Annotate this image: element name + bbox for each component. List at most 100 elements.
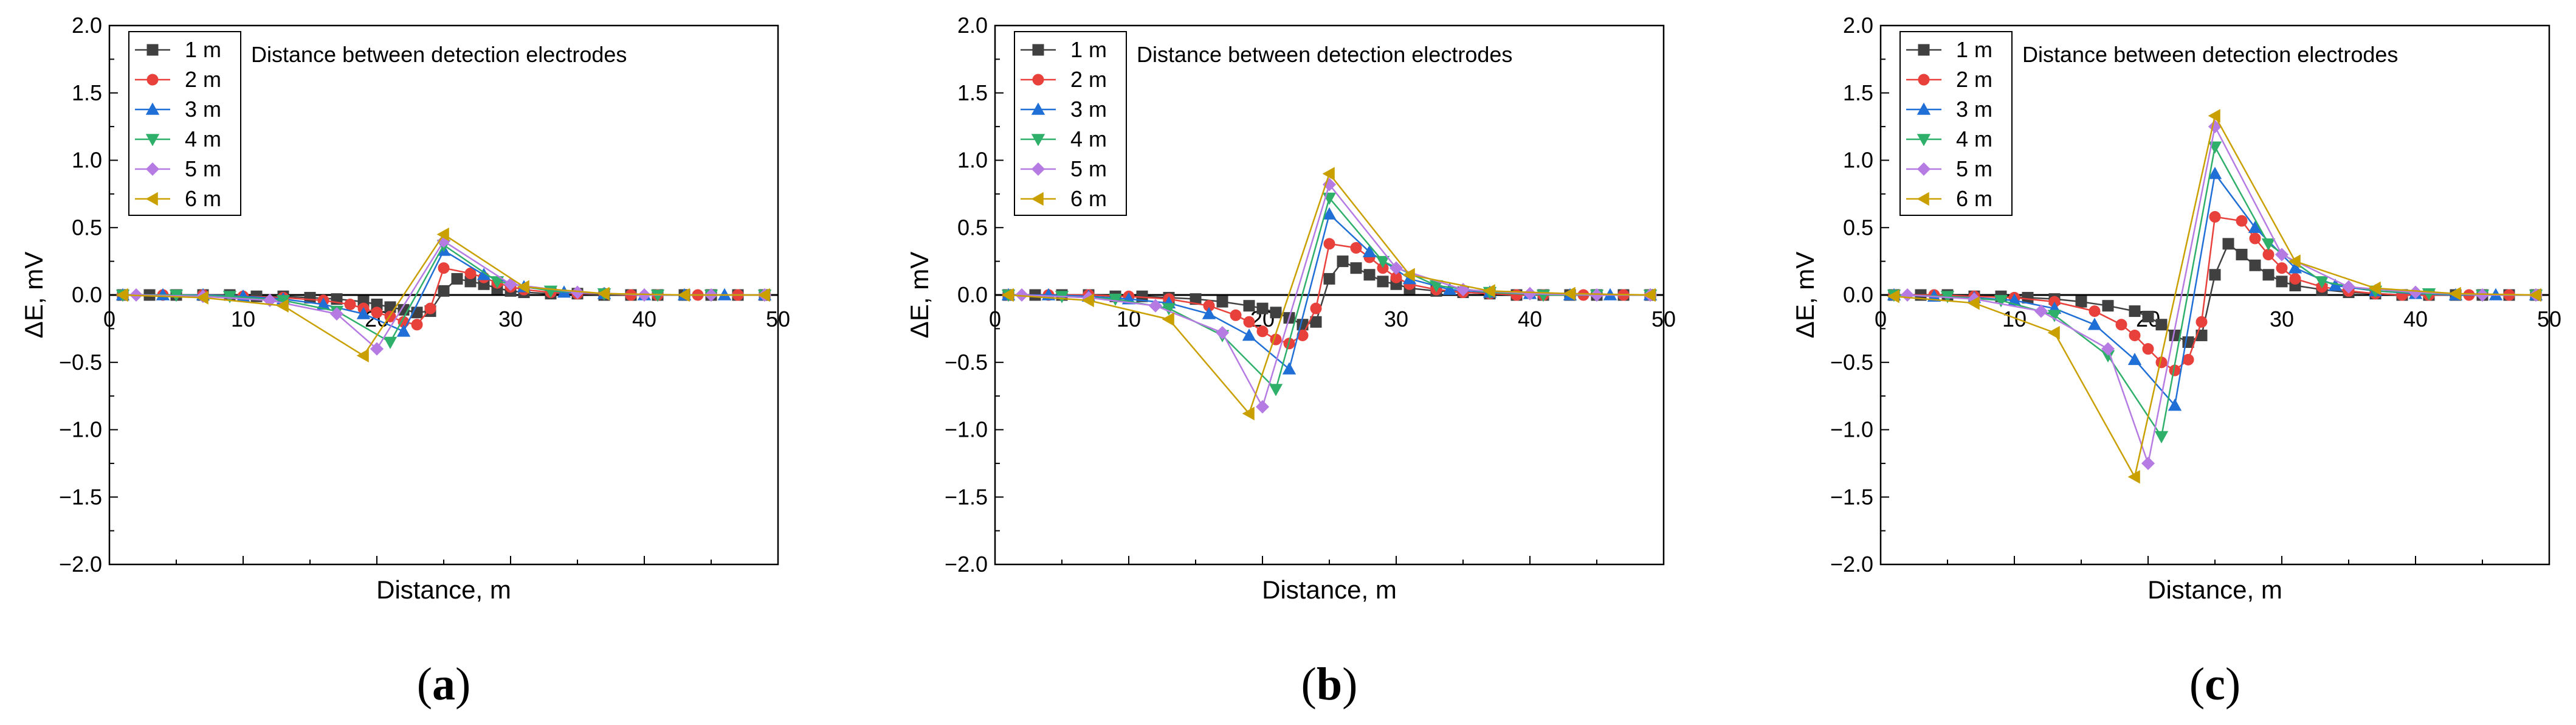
data-point bbox=[2155, 319, 2168, 331]
chart-panel-b: −2.0−1.5−1.0−0.50.00.51.01.52.00 10 20 30 40… bbox=[905, 13, 1676, 710]
chart-annotation: Distance between detection electrodes bbox=[1137, 42, 1512, 67]
data-point bbox=[1377, 276, 1389, 288]
legend-box bbox=[1899, 31, 2013, 216]
data-point bbox=[2142, 310, 2154, 322]
y-tick-label: −1.5 bbox=[59, 484, 102, 509]
y-tick-label: −2.0 bbox=[945, 552, 988, 577]
y-tick-label: −0.5 bbox=[1830, 350, 1873, 375]
data-point bbox=[196, 291, 208, 305]
data-point bbox=[1456, 283, 1470, 297]
data-point bbox=[2209, 269, 2221, 281]
data-point bbox=[1001, 288, 1014, 302]
data-point bbox=[2208, 167, 2222, 179]
y-tick-label: 2.0 bbox=[1843, 13, 1873, 38]
caption-paren-open: ( bbox=[1301, 659, 1317, 710]
y-tick-label: −2.0 bbox=[59, 552, 102, 577]
y-tick-label: −1.0 bbox=[1830, 417, 1873, 442]
data-point bbox=[597, 286, 610, 300]
data-point bbox=[2261, 238, 2276, 251]
legend-label: 3 m bbox=[185, 97, 221, 122]
x-tick-label: 0 bbox=[103, 307, 115, 331]
data-point bbox=[1323, 238, 1335, 250]
y-tick-label: −0.5 bbox=[59, 350, 102, 375]
data-point bbox=[1310, 316, 1322, 328]
data-point bbox=[2315, 276, 2329, 289]
y-tick-label: 0.0 bbox=[72, 282, 102, 307]
data-point bbox=[757, 288, 770, 302]
data-point bbox=[1589, 288, 1604, 302]
caption-paren-open: ( bbox=[2189, 659, 2205, 710]
data-point bbox=[436, 227, 449, 241]
data-point bbox=[115, 288, 128, 302]
legend-label: 5 m bbox=[1956, 156, 1992, 181]
data-point bbox=[356, 349, 369, 362]
legend-marker bbox=[1918, 44, 1930, 56]
data-point bbox=[1190, 293, 1202, 305]
chart-panel-a: −2.0−1.5−1.0−0.50.00.51.01.52.00 10 20 30 40… bbox=[19, 13, 790, 710]
data-point bbox=[383, 336, 398, 349]
data-point bbox=[2075, 296, 2087, 308]
y-tick-label: −1.0 bbox=[59, 417, 102, 442]
data-point bbox=[2129, 305, 2141, 317]
panel-caption: (c) bbox=[2189, 659, 2240, 710]
data-point bbox=[2208, 120, 2222, 134]
data-point bbox=[1389, 261, 1403, 275]
caption-paren-open: ( bbox=[417, 659, 432, 710]
data-point bbox=[2129, 329, 2141, 341]
x-tick-label: 30 bbox=[1384, 307, 1408, 331]
x-tick-label: 10 bbox=[2002, 307, 2027, 331]
data-point bbox=[1323, 272, 1335, 285]
legend-label: 2 m bbox=[1070, 67, 1107, 92]
data-point bbox=[276, 299, 289, 313]
legend-marker bbox=[1917, 192, 1929, 206]
data-point bbox=[1442, 282, 1457, 295]
legend-label: 5 m bbox=[185, 156, 221, 181]
legend-label: 5 m bbox=[1070, 156, 1107, 181]
data-point bbox=[1994, 295, 2008, 308]
y-tick-label: 0.5 bbox=[72, 215, 102, 240]
chart-panel-c: −2.0−1.5−1.0−0.50.00.51.01.52.0010203040… bbox=[1791, 13, 2561, 710]
y-tick-label: −1.5 bbox=[945, 484, 988, 509]
data-point bbox=[2047, 325, 2060, 340]
caption-paren-close: ) bbox=[455, 659, 470, 710]
y-tick-label: 1.5 bbox=[1843, 80, 1873, 105]
x-tick-label: 10 bbox=[1117, 307, 1141, 331]
data-point bbox=[1297, 329, 1309, 341]
legend-label: 2 m bbox=[185, 67, 221, 92]
data-point bbox=[1350, 241, 1362, 254]
x-tick-label: 10 bbox=[231, 307, 255, 331]
data-point bbox=[1108, 293, 1123, 307]
data-point bbox=[1242, 328, 1256, 341]
legend-label: 6 m bbox=[1070, 186, 1107, 211]
data-point bbox=[2276, 276, 2288, 288]
legend-marker bbox=[146, 44, 159, 56]
data-point bbox=[1900, 288, 1915, 302]
data-point bbox=[411, 319, 423, 331]
data-point bbox=[2142, 343, 2154, 355]
data-point bbox=[2168, 398, 2182, 411]
x-tick-label: 30 bbox=[498, 307, 523, 331]
data-point bbox=[2154, 431, 2169, 443]
x-axis-label: Distance, m bbox=[1262, 575, 1397, 604]
y-axis-label: ΔE, mV bbox=[1791, 252, 1819, 338]
data-point bbox=[2034, 304, 2048, 318]
x-axis-label: Distance, m bbox=[376, 575, 511, 604]
legend-label: 3 m bbox=[1956, 97, 1992, 122]
data-point bbox=[2115, 319, 2127, 331]
data-point bbox=[1243, 300, 1255, 312]
data-point bbox=[2276, 262, 2288, 274]
data-point bbox=[1243, 316, 1255, 328]
y-axis-label: ΔE, mV bbox=[905, 252, 934, 338]
data-point bbox=[2289, 272, 2301, 285]
x-axis-label: Distance, m bbox=[2147, 575, 2282, 604]
x-tick-label: 50 bbox=[1651, 307, 1676, 331]
data-point bbox=[2249, 232, 2261, 245]
data-point bbox=[1202, 307, 1216, 319]
data-point bbox=[1282, 362, 1297, 375]
data-point bbox=[2208, 109, 2220, 123]
data-point bbox=[2195, 316, 2208, 328]
data-point bbox=[316, 297, 331, 310]
chart-annotation: Distance between detection electrodes bbox=[2022, 42, 2398, 67]
y-tick-label: 1.0 bbox=[1843, 148, 1873, 173]
